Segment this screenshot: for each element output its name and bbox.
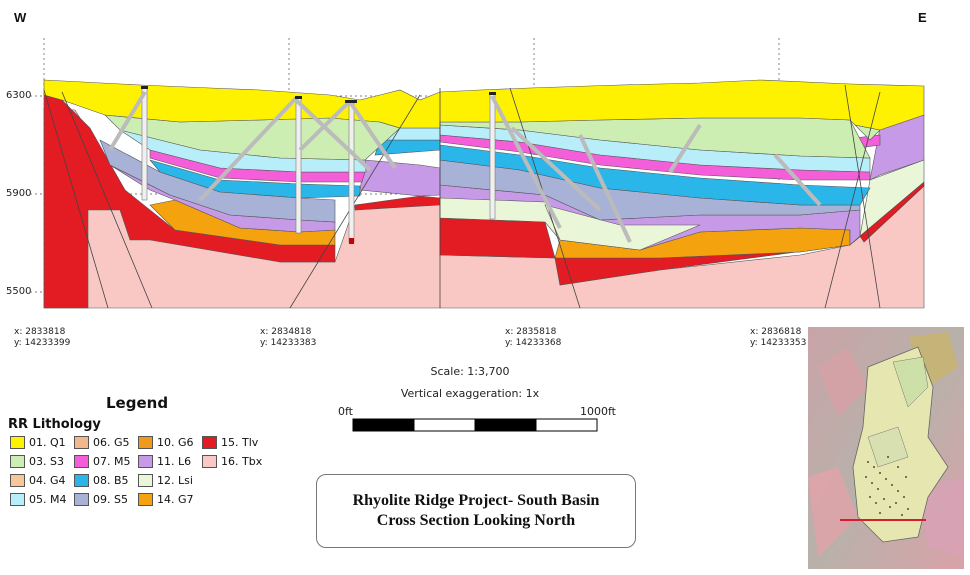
legend-item-g6: 10. G6 (138, 436, 194, 449)
coord-x-4: x: 2836818 (750, 327, 802, 337)
swatch-m5 (74, 455, 89, 468)
legend-label: 09. S5 (93, 493, 128, 506)
swatch-tbx (202, 455, 217, 468)
legend-item-b5: 08. B5 (74, 474, 129, 487)
legend-item-s3: 03. S3 (10, 455, 64, 468)
west-label: W (14, 10, 27, 25)
scale-bar-start-label: 0ft (338, 405, 353, 418)
legend-label: 10. G6 (157, 436, 194, 449)
legend-item-m5: 07. M5 (74, 455, 130, 468)
legend-title: Legend (106, 394, 169, 412)
swatch-lsi (138, 474, 153, 487)
swatch-g6 (138, 436, 153, 449)
coord-y-2: y: 14233383 (260, 338, 317, 348)
elevation-label-6300: 6300 (6, 90, 32, 101)
drill-holes (108, 86, 822, 244)
legend-item-q1: 01. Q1 (10, 436, 66, 449)
legend-label: 14. G7 (157, 493, 194, 506)
scale-text: Scale: 1:3,700 (430, 365, 510, 378)
location-map-inset (808, 327, 964, 569)
legend-label: 04. G4 (29, 474, 66, 487)
title-line-1: Rhyolite Ridge Project- South Basin (352, 492, 600, 509)
legend-item-g5: 06. G5 (74, 436, 130, 449)
cross-section-diagram (30, 38, 925, 309)
legend-item-g7: 14. G7 (138, 493, 194, 506)
vertical-exaggeration-text: Vertical exaggeration: 1x (400, 387, 540, 400)
legend-label: 12. Lsi (157, 474, 193, 487)
legend-subtitle: RR Lithology (8, 417, 101, 432)
legend-label: 05. M4 (29, 493, 67, 506)
legend-item-m4: 05. M4 (10, 493, 66, 506)
coord-label-1: x: 2833818 y: 14233399 (14, 327, 70, 349)
swatch-g4 (10, 474, 25, 487)
swatch-tlv (202, 436, 217, 449)
unit-b5 (149, 159, 361, 199)
legend-item-tbx: 16. Tbx (202, 455, 262, 468)
coord-y-1: y: 14233399 (14, 338, 71, 348)
scale-bar-end-label: 1000ft (580, 405, 616, 418)
legend-item-tlv: 15. Tlv (202, 436, 258, 449)
coord-label-2: x: 2834818 y: 14233383 (260, 327, 316, 349)
swatch-s5 (74, 493, 89, 506)
legend-label: 15. Tlv (221, 436, 259, 449)
legend-label: 03. S3 (29, 455, 64, 468)
swatch-q1 (10, 436, 25, 449)
swatch-l6 (138, 455, 153, 468)
legend-label: 01. Q1 (29, 436, 66, 449)
coord-y-3: y: 14233368 (505, 338, 562, 348)
unit-q1 (43, 79, 925, 131)
unit-s3 (104, 114, 401, 161)
coord-label-3: x: 2835818 y: 14233368 (505, 327, 561, 349)
legend-label: 08. B5 (93, 474, 129, 487)
swatch-m4 (10, 493, 25, 506)
coord-x-3: x: 2835818 (505, 327, 557, 337)
coord-label-4: x: 2836818 y: 14233353 (750, 327, 806, 349)
title-box: Rhyolite Ridge Project- South Basin Cros… (316, 474, 636, 548)
elevation-label-5500: 5500 (6, 286, 32, 297)
title-line-2: Cross Section Looking North (376, 512, 576, 529)
coord-y-4: y: 14233353 (750, 338, 807, 348)
scale-bar (352, 418, 598, 432)
coord-x-2: x: 2834818 (260, 327, 312, 337)
legend-item-s5: 09. S5 (74, 493, 128, 506)
legend-label: 07. M5 (93, 455, 131, 468)
legend-item-l6: 11. L6 (138, 455, 191, 468)
elevation-label-5900: 5900 (6, 188, 32, 199)
legend-item-lsi: 12. Lsi (138, 474, 193, 487)
swatch-b5 (74, 474, 89, 487)
swatch-g7 (138, 493, 153, 506)
swatch-s3 (10, 455, 25, 468)
east-label: E (918, 10, 927, 25)
legend-label: 06. G5 (93, 436, 130, 449)
swatch-g5 (74, 436, 89, 449)
legend-label: 11. L6 (157, 455, 192, 468)
legend-label: 16. Tbx (221, 455, 263, 468)
legend-item-g4: 04. G4 (10, 474, 66, 487)
coord-x-1: x: 2833818 (14, 327, 66, 337)
